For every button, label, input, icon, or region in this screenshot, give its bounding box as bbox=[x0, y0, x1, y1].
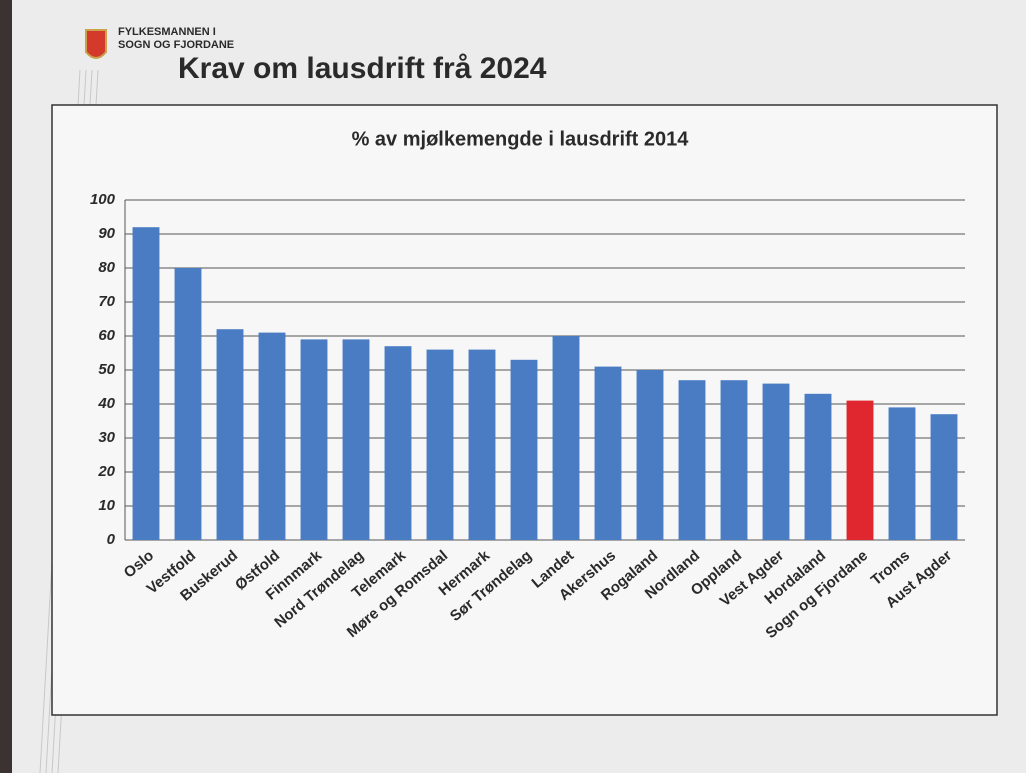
bar bbox=[175, 268, 202, 540]
bar bbox=[889, 407, 916, 540]
bar bbox=[553, 336, 580, 540]
slide-title: Krav om lausdrift frå 2024 bbox=[178, 52, 547, 85]
y-tick-label: 30 bbox=[98, 429, 115, 446]
bar bbox=[217, 329, 244, 540]
y-tick-label: 20 bbox=[97, 463, 115, 480]
y-tick-label: 40 bbox=[97, 395, 115, 412]
bar bbox=[847, 401, 874, 540]
bar bbox=[133, 227, 160, 540]
y-tick-label: 100 bbox=[90, 191, 116, 208]
y-tick-label: 90 bbox=[98, 225, 115, 242]
bar bbox=[721, 380, 748, 540]
org-name: SOGN OG FJORDANE bbox=[118, 39, 234, 51]
bar bbox=[637, 370, 664, 540]
bar bbox=[763, 384, 790, 540]
bar bbox=[595, 367, 622, 540]
chart-title: % av mjølkemengde i lausdrift 2014 bbox=[352, 128, 690, 150]
bar bbox=[301, 339, 328, 540]
org-name: FYLKESMANNEN I bbox=[118, 26, 216, 38]
bar bbox=[805, 394, 832, 540]
y-tick-label: 70 bbox=[98, 293, 115, 310]
y-tick-label: 60 bbox=[98, 327, 115, 344]
y-tick-label: 0 bbox=[107, 531, 116, 548]
bar bbox=[679, 380, 706, 540]
y-tick-label: 80 bbox=[98, 259, 115, 276]
bar bbox=[469, 350, 496, 540]
y-tick-label: 50 bbox=[98, 361, 115, 378]
slide: FYLKESMANNEN I SOGN OG FJORDANE Krav om … bbox=[0, 0, 1026, 773]
bar bbox=[259, 333, 286, 540]
y-tick-label: 10 bbox=[98, 497, 115, 514]
bar bbox=[427, 350, 454, 540]
page: {"header": {"org_line1": "FYLKESMANNEN I… bbox=[0, 0, 1026, 773]
bar bbox=[931, 414, 958, 540]
bar bbox=[385, 346, 412, 540]
bar bbox=[511, 360, 538, 540]
bar bbox=[343, 339, 370, 540]
logo-shield bbox=[86, 30, 106, 58]
